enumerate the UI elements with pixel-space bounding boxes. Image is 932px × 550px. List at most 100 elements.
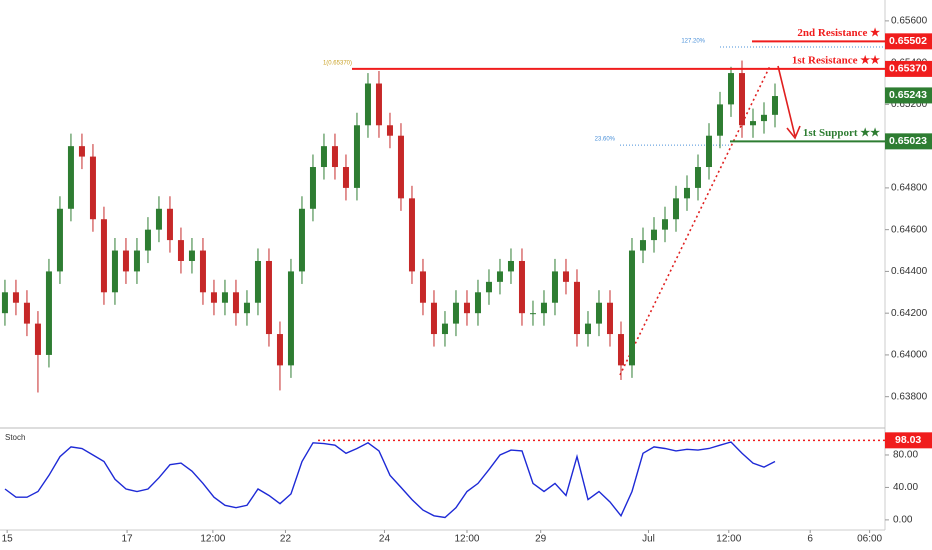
candle-body [617, 334, 624, 366]
price-badge-label: 0.65023 [889, 135, 927, 147]
candle-body [485, 281, 492, 293]
x-tick-label: 6 [807, 534, 813, 545]
candle-body [716, 104, 723, 136]
candle-body [56, 208, 63, 272]
price-badge [885, 60, 932, 77]
x-tick-label: 29 [535, 534, 547, 545]
x-tick-label: 12:00 [454, 534, 479, 545]
candle-body [210, 292, 217, 303]
y-tick-label: 0.65200 [891, 99, 928, 110]
candle-body [144, 229, 151, 251]
level-name: 2nd Resistance ★ [797, 27, 880, 39]
candle-body [628, 250, 635, 366]
candle-body [419, 271, 426, 303]
candle-body [67, 146, 74, 209]
x-tick-label: 12:00 [716, 534, 741, 545]
candle-body [694, 167, 701, 188]
fib-label: 1(0.65370) [323, 60, 352, 66]
price-badge [885, 33, 932, 50]
candle-body [78, 146, 85, 157]
candle-body [320, 146, 327, 168]
candle-body [474, 292, 481, 314]
fib-label: 23.60% [595, 137, 616, 143]
candle-body [364, 83, 371, 126]
candle-body [463, 302, 470, 314]
candle-body [243, 302, 250, 314]
candle-body [738, 73, 745, 126]
price-badge [885, 133, 932, 150]
level-badge [885, 432, 932, 449]
candle-body [595, 302, 602, 324]
candle-body [760, 114, 767, 122]
candle-body [683, 187, 690, 199]
candle-body [353, 125, 360, 188]
candle-body [100, 219, 107, 293]
candle-body [199, 250, 206, 293]
candle-body [254, 260, 261, 303]
fib-label: 127.20% [681, 39, 705, 45]
x-tick-label: 22 [280, 534, 292, 545]
candle-body [496, 271, 503, 282]
candle-body [672, 198, 679, 220]
candle-body [1, 292, 8, 314]
candle-body [276, 334, 283, 366]
indicator-title: Stoch [5, 433, 25, 442]
candle-body [430, 302, 437, 335]
price-badge-label: 0.65370 [889, 63, 927, 75]
y-tick-label: 40.00 [893, 482, 918, 493]
y-tick-label: 0.64400 [891, 266, 928, 277]
y-tick-label: 0.64200 [891, 308, 928, 319]
y-tick-label: 80.00 [893, 450, 918, 461]
y-tick-label: 0.00 [893, 515, 913, 526]
candle-body [397, 135, 404, 199]
candle-body [705, 135, 712, 168]
candle-body [331, 146, 338, 168]
candle-body [562, 271, 569, 282]
candle-body [298, 208, 305, 272]
y-tick-label: 0.65600 [891, 16, 928, 27]
candle-body [265, 260, 272, 335]
y-tick-label: 0.63800 [891, 391, 928, 402]
candle-body [639, 240, 646, 251]
candle-body [232, 292, 239, 314]
candle-body [34, 323, 41, 355]
candle-body [573, 281, 580, 335]
stoch-line [4, 441, 776, 519]
arrow [777, 65, 801, 140]
last-price-label: 0.65243 [889, 89, 927, 101]
candle-body [221, 292, 228, 303]
candle-body [188, 250, 195, 261]
candle-body [89, 156, 96, 220]
x-tick-label: 06:00 [857, 534, 882, 545]
candle-body [507, 260, 514, 272]
x-tick-label: 17 [121, 534, 133, 545]
candle-body [309, 167, 316, 209]
candle-body [375, 83, 382, 126]
candle-body [287, 271, 294, 366]
candle-body [749, 121, 756, 126]
candle-body [111, 250, 118, 293]
candle-body [771, 96, 778, 115]
x-tick-label: 12:00 [200, 534, 225, 545]
candle-body [518, 260, 525, 314]
y-tick-label: 0.64000 [891, 350, 928, 361]
level-badge-label: 98.03 [895, 434, 921, 446]
level-name: 1st Support ★★ [803, 127, 880, 139]
candle-body [661, 219, 668, 230]
y-tick-label: 0.64600 [891, 224, 928, 235]
candle-body [177, 240, 184, 261]
x-tick-label: Jul [642, 534, 655, 545]
candle-body [441, 323, 448, 335]
candle-body [23, 302, 30, 324]
candle-body [540, 302, 547, 314]
candle-body [342, 167, 349, 188]
candle-body [584, 323, 591, 335]
trend-line [619, 65, 771, 376]
price-badge-label: 0.65502 [889, 35, 927, 47]
y-tick-label: 0.64800 [891, 183, 928, 194]
x-tick-label: 15 [2, 534, 14, 545]
candle-body [408, 198, 415, 272]
candle-body [12, 292, 19, 303]
